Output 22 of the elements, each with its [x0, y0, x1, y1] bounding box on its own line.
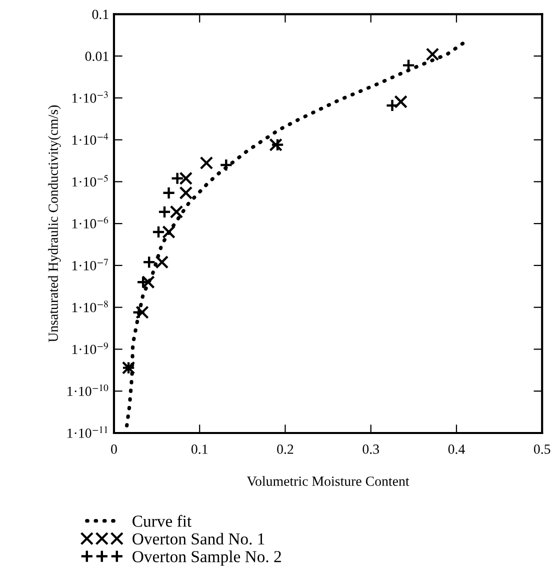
- x-tick-label: 0.1: [191, 444, 208, 454]
- x-tick-label: 0: [111, 444, 117, 454]
- y-tick-label: 1·10$^{−7}$: [72, 258, 108, 270]
- y-tick-label: 1·10$^{−4}$: [72, 133, 108, 145]
- y-tick-label: 1·10$^{−8}$: [72, 300, 108, 312]
- y-tick-label: 1·10$^{−6}$: [72, 216, 108, 228]
- legend-label: Overton Sand No. 1: [132, 532, 264, 545]
- y-tick-label: 1·10$^{−3}$: [72, 91, 108, 103]
- x-tick-label: 0.5: [534, 444, 550, 454]
- y-tick-label: 1·10$^{−10}$: [68, 384, 108, 396]
- y-tick-label: 1·10$^{−11}$: [68, 426, 108, 438]
- y-axis-title: Unsaturated Hydraulic Conductivity(cm/s): [48, 105, 61, 342]
- x-axis-title: Volumetric Moisture Content: [246, 476, 410, 486]
- legend-label: Overton Sample No. 2: [132, 550, 281, 566]
- x-tick-label: 0.3: [362, 444, 379, 454]
- y-tick-label: 0.1: [92, 10, 108, 20]
- x-tick-label: 0.2: [277, 444, 294, 454]
- y-tick-label: 1·10$^{−5}$: [72, 174, 108, 187]
- legend-label: Curve fit: [132, 514, 192, 527]
- y-tick-label: 1·10$^{−9}$: [72, 342, 108, 354]
- y-tick-label: 0.01: [85, 52, 108, 62]
- x-tick-label: 0.4: [448, 444, 465, 454]
